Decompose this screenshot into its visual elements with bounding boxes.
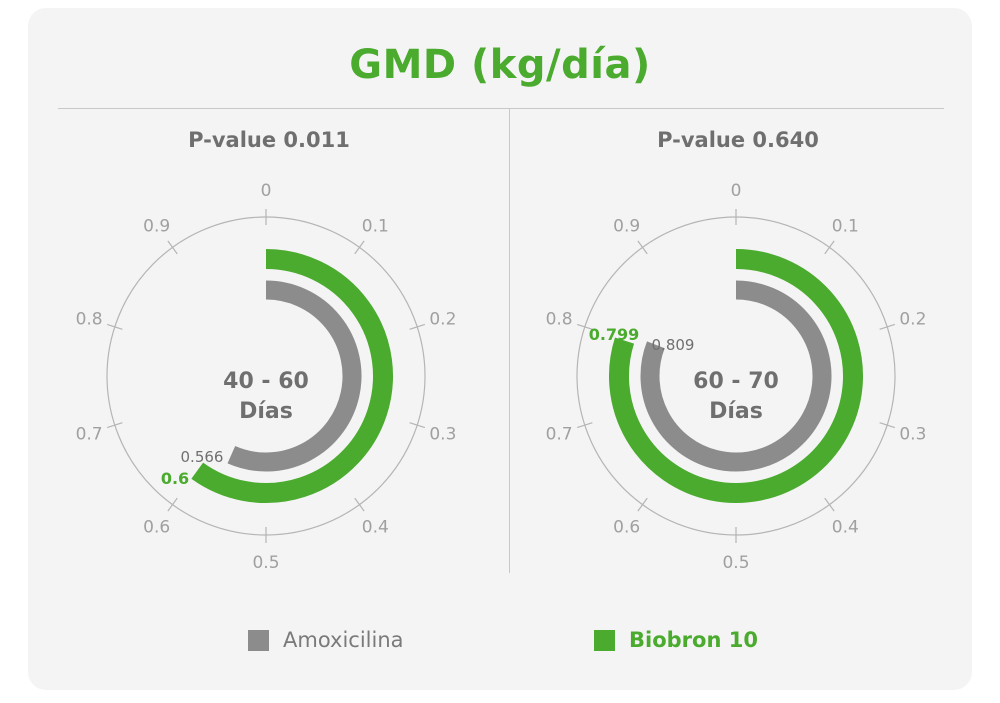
title-divider — [58, 108, 944, 109]
tick-mark — [879, 422, 896, 429]
tick-mark — [637, 497, 648, 512]
tick-mark — [106, 422, 123, 429]
pvalue-label-right: P-value 0.640 — [657, 128, 819, 152]
tick-label: 0.2 — [899, 310, 926, 330]
tick-label: 0.9 — [613, 217, 640, 237]
tick-label: 0.1 — [832, 217, 859, 237]
tick-label: 0.7 — [546, 424, 573, 444]
tick-label: 0.9 — [143, 217, 170, 237]
tick-mark — [106, 323, 123, 330]
chart-title: GMD (kg/día) — [349, 42, 651, 88]
tick-label: 0.7 — [76, 424, 103, 444]
tick-mark — [409, 323, 426, 330]
data-label-amoxicilina-left: 0.566 — [181, 448, 224, 466]
tick-label: 0.8 — [546, 310, 573, 330]
tick-label: 0.3 — [899, 424, 926, 444]
tick-label: 0.6 — [143, 517, 170, 537]
tick-label: 0.4 — [362, 517, 389, 537]
legend-item-amoxicilina: Amoxicilina — [248, 628, 404, 652]
tick-label: 0.5 — [722, 553, 749, 573]
arc-amoxicilina-left — [227, 280, 362, 472]
tick-label: 0 — [731, 181, 742, 201]
center-label-right: 60 - 70 — [693, 369, 779, 394]
data-label-amoxicilina-right: 0.809 — [652, 336, 695, 354]
tick-mark — [167, 240, 178, 255]
tick-mark — [409, 422, 426, 429]
tick-label: 0 — [261, 181, 272, 201]
tick-label: 0.1 — [362, 217, 389, 237]
tick-mark — [354, 240, 365, 255]
tick-mark — [824, 240, 835, 255]
tick-mark — [167, 497, 178, 512]
tick-label: 0.8 — [76, 310, 103, 330]
legend-swatch-biobron — [594, 629, 615, 651]
tick-label: 0.4 — [832, 517, 859, 537]
tick-label: 0.2 — [429, 310, 456, 330]
tick-mark — [576, 323, 593, 330]
center-label-left: Días — [239, 399, 293, 424]
arc-biobron-right — [609, 249, 863, 503]
data-label-biobron-left: 0.6 — [161, 469, 189, 488]
legend-label-biobron: Biobron 10 — [629, 628, 758, 652]
tick-label: 0.6 — [613, 517, 640, 537]
panel-divider — [509, 109, 510, 573]
center-label-right: Días — [709, 399, 763, 424]
legend-item-biobron: Biobron 10 — [594, 628, 758, 652]
tick-label: 0.5 — [252, 553, 279, 573]
legend-label-amoxicilina: Amoxicilina — [283, 628, 404, 652]
tick-label: 0.3 — [429, 424, 456, 444]
legend-swatch-amoxicilina — [248, 629, 269, 651]
arc-biobron-left — [191, 249, 393, 503]
pvalue-label-left: P-value 0.011 — [188, 128, 350, 152]
tick-mark — [637, 240, 648, 255]
arc-amoxicilina-right — [640, 280, 832, 472]
tick-mark — [576, 422, 593, 429]
tick-mark — [824, 497, 835, 512]
tick-mark — [879, 323, 896, 330]
tick-mark — [354, 497, 365, 512]
data-label-biobron-right: 0.799 — [589, 325, 640, 344]
center-label-left: 40 - 60 — [223, 369, 309, 394]
